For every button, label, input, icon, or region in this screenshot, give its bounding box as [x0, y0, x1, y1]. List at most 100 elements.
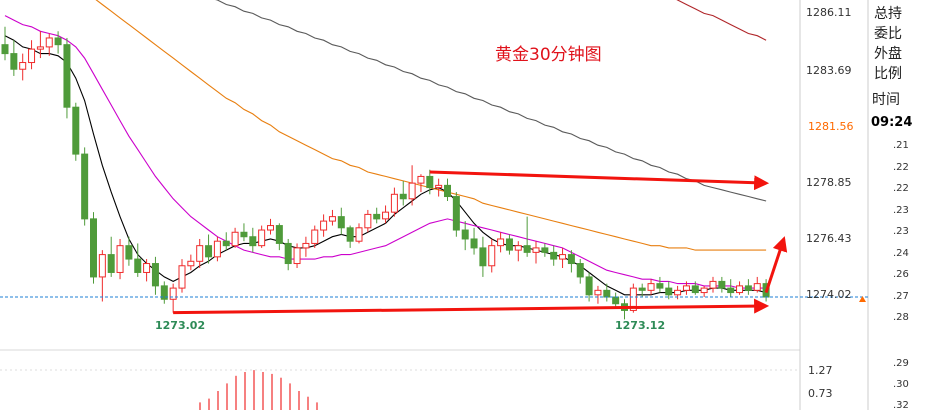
candle — [691, 281, 699, 295]
candle-body — [36, 46, 44, 50]
candle-body — [302, 242, 310, 249]
candle-body — [665, 287, 673, 296]
candle-body — [346, 227, 354, 242]
candle-body — [674, 289, 682, 296]
candle-body — [125, 245, 133, 260]
candle — [382, 205, 390, 224]
side-row: .23 — [893, 226, 909, 237]
side-row: .28 — [893, 312, 909, 323]
side-header-ratio: 委比 — [874, 26, 902, 42]
candle-body — [63, 44, 71, 108]
candle-body — [567, 254, 575, 265]
candle-body — [603, 289, 611, 298]
candle-body — [1, 44, 9, 55]
candle — [178, 259, 186, 293]
candle-body — [116, 245, 124, 273]
candle — [647, 279, 655, 295]
candle — [205, 234, 213, 264]
candle — [19, 53, 27, 81]
candle-body — [187, 260, 195, 267]
candle — [54, 31, 62, 54]
price-tick-highlight: 1281.56 — [808, 120, 854, 133]
candle-body — [470, 238, 478, 249]
candle-body — [585, 276, 593, 296]
breakout-arrow — [764, 236, 788, 294]
chart-background — [0, 0, 800, 410]
candle — [727, 279, 735, 298]
price-tick: 1276.43 — [806, 232, 852, 245]
candle — [134, 243, 142, 277]
candle-body — [205, 245, 213, 258]
candle-body — [736, 285, 744, 294]
candle-body — [45, 37, 53, 48]
candle — [523, 216, 531, 257]
candle — [426, 169, 434, 195]
candle — [36, 31, 44, 59]
side-row: .27 — [893, 291, 909, 302]
moving-average-line-4 — [215, 0, 767, 202]
side-header-outer: 外盘 — [874, 45, 902, 62]
candle-body — [373, 213, 381, 220]
volume-bars — [199, 370, 318, 410]
side-row: .26 — [893, 269, 909, 280]
candle — [258, 225, 266, 248]
candle-body — [550, 251, 558, 260]
side-time-label: 时间 — [872, 92, 900, 108]
candle-body — [709, 280, 717, 289]
candle-body — [390, 193, 398, 213]
candle-body — [514, 245, 522, 251]
candle — [444, 178, 451, 201]
candle — [559, 247, 567, 268]
side-row: .22 — [893, 162, 909, 173]
candle-body — [134, 258, 142, 273]
candle — [505, 234, 513, 255]
candle-body — [196, 245, 204, 262]
current-price-caret-icon — [859, 296, 866, 302]
candle-body — [541, 247, 549, 253]
candle-body — [275, 225, 283, 244]
candle-body — [408, 182, 416, 200]
candle-body — [718, 280, 726, 289]
chart-title: 黄金30分钟图 — [495, 45, 602, 65]
candle — [470, 227, 478, 255]
candle-body — [54, 37, 62, 46]
candle-body — [479, 247, 487, 267]
candle — [267, 218, 274, 235]
candle — [488, 238, 496, 273]
candle — [160, 281, 168, 304]
candle-body — [98, 254, 106, 278]
low-label-right: 1273.12 — [615, 319, 665, 332]
candle — [753, 276, 761, 293]
candle — [63, 37, 71, 119]
candle-body — [727, 287, 735, 294]
candle-body — [682, 285, 690, 291]
candle-body — [444, 184, 451, 198]
candle-body — [90, 218, 97, 278]
candle-body — [417, 175, 425, 184]
side-header-percent: 比例 — [874, 66, 902, 82]
resistance-arrow — [429, 170, 770, 191]
candle-body — [267, 225, 274, 231]
candle-body — [337, 216, 345, 229]
candle — [90, 212, 97, 284]
candle — [45, 33, 53, 56]
candle-body — [647, 283, 655, 291]
candle-body — [240, 231, 248, 238]
candle — [576, 259, 584, 284]
candle — [700, 285, 708, 298]
candle-body — [435, 184, 443, 189]
candle — [284, 238, 292, 271]
candle-body — [81, 153, 89, 220]
price-tick: 1286.11 — [806, 6, 852, 19]
candle — [390, 187, 398, 217]
candle — [399, 180, 407, 206]
candle-body — [638, 287, 646, 291]
candle — [222, 232, 230, 251]
moving-average-line-3 — [95, 0, 767, 251]
candle — [497, 232, 505, 253]
candle — [567, 250, 575, 273]
candle — [550, 245, 558, 266]
support-arrow — [173, 298, 770, 315]
volume-tick: 0.73 — [808, 387, 833, 400]
